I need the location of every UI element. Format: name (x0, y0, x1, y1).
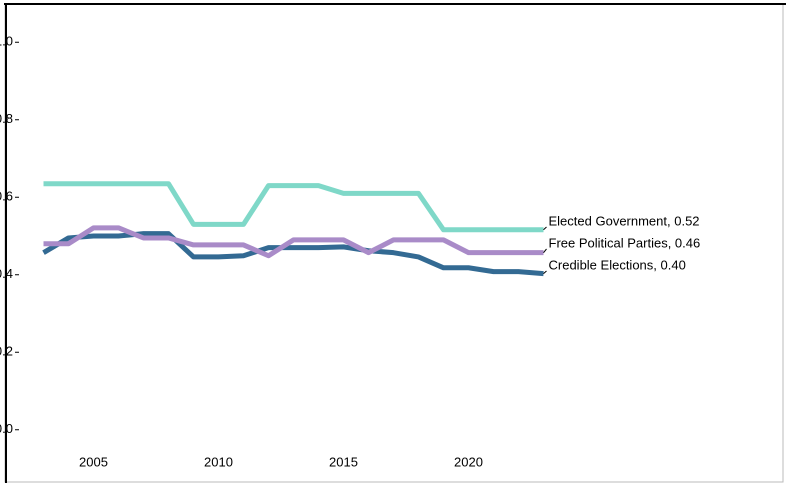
end-label: Credible Elections, 0.40 (549, 257, 686, 272)
line (43, 181, 544, 233)
y-tick-label: 0.0 (0, 421, 13, 436)
y-tick-label: 0.6 (0, 189, 13, 204)
end-label: Elected Government, 0.52 (549, 213, 700, 228)
x-tick-label: 2020 (454, 454, 483, 469)
y-tick-label: 0.4 (0, 266, 13, 281)
x-tick-label: 2010 (204, 454, 233, 469)
line (43, 225, 544, 259)
y-tick-label: 0.2 (0, 344, 13, 359)
label-connector (543, 248, 547, 253)
y-tick-label: 1.0 (0, 34, 13, 49)
x-tick-label: 2005 (79, 454, 108, 469)
x-tick-label: 2015 (329, 454, 358, 469)
label-connector (543, 270, 547, 274)
line (42, 231, 544, 277)
end-label: Free Political Parties, 0.46 (549, 235, 701, 250)
y-tick-label: 0.8 (0, 111, 13, 126)
label-connector (543, 226, 547, 231)
